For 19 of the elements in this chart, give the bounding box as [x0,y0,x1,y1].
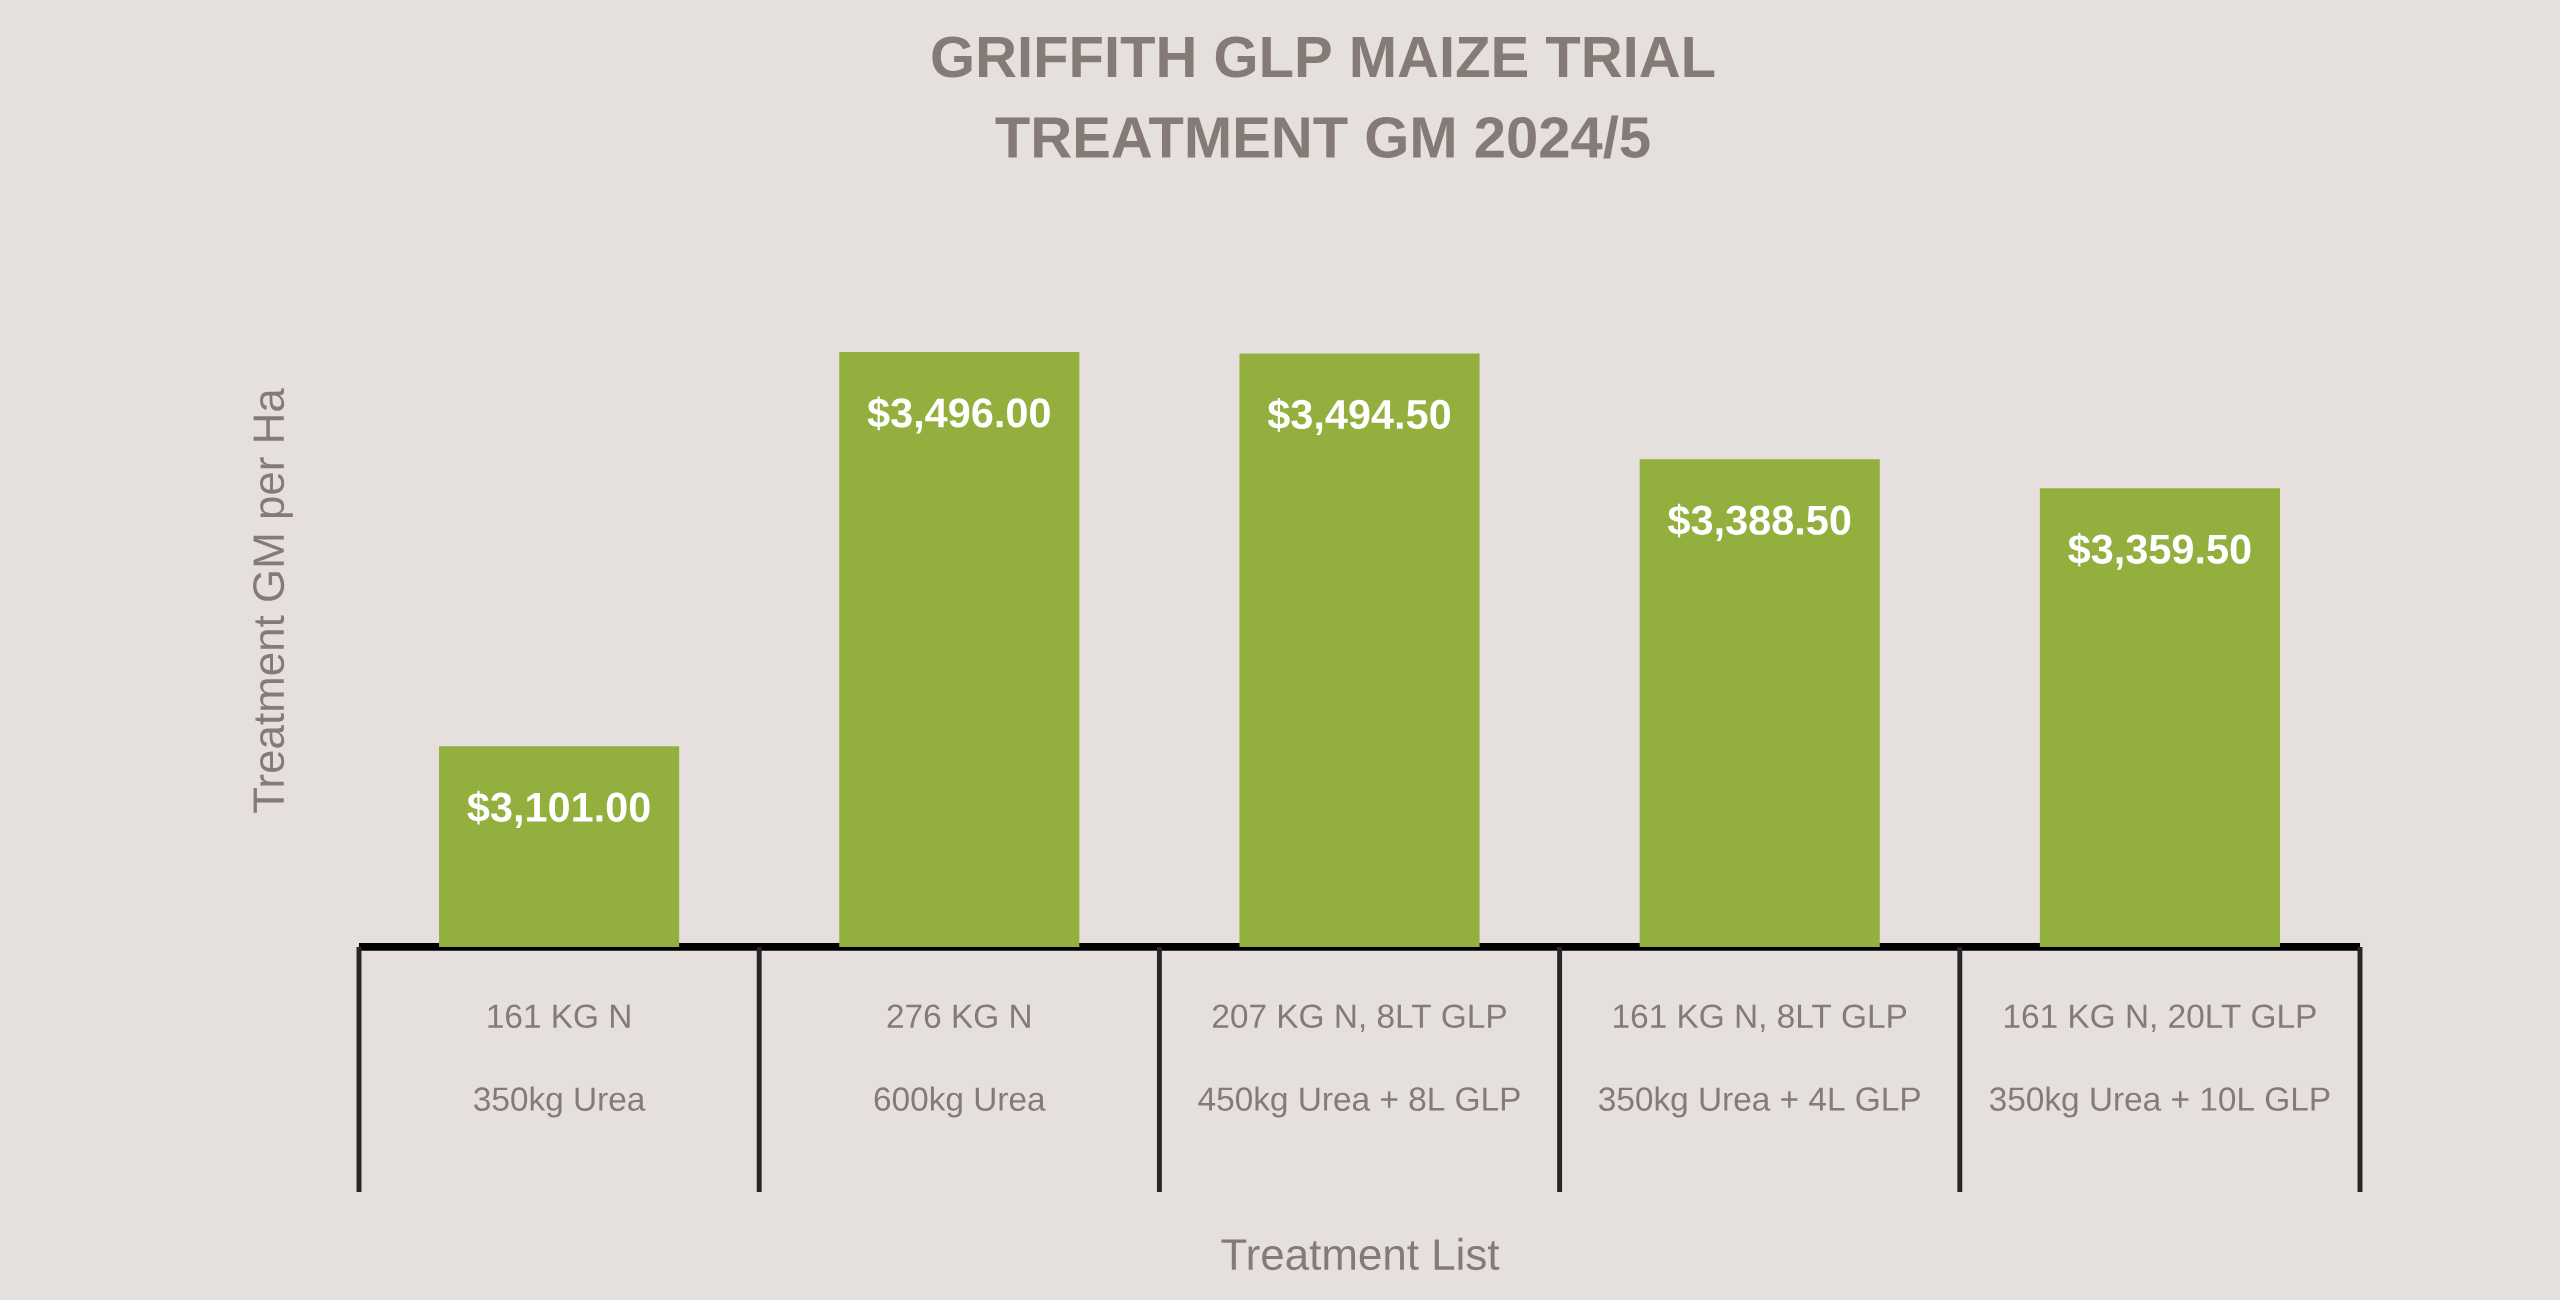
x-tick-label: 161 KG N, 8LT GLP [1614,1004,1907,1033]
x-tick-label: 161 KG N [488,1004,630,1029]
chart-title: GRIFFITH GLP MAIZE TRIAL [932,36,1715,78]
y-axis-title: Treatment GM per Ha [253,388,293,813]
data-label: $3,388.50 [1668,503,1851,541]
text: 450kg Urea + 8L GLP [1198,1086,1520,1118]
x-tick-label: 207 KG N, 8LT GLP [1213,1004,1506,1033]
chart-subtitle: TREATMENT GM 2024/5 [995,115,1650,159]
x-tick-label: 276 KG N [887,1004,1030,1029]
x-axis-title: Treatment List [1221,1237,1500,1271]
text: 600kg Urea [874,1086,1046,1118]
data-label: $3,496.00 [867,396,1050,434]
data-label: $3,101.00 [467,790,650,828]
data-label: $3,494.50 [1267,397,1450,436]
text: 350kg Urea + 4L GLP [1599,1086,1920,1118]
data-label: $3,359.50 [2068,532,2251,570]
text: 350kg Urea [474,1086,646,1118]
x-tick-label: 161 KG N, 20LT GLP [2005,1004,2316,1033]
text: 350kg Urea + 10L GLP [1989,1086,2330,1118]
